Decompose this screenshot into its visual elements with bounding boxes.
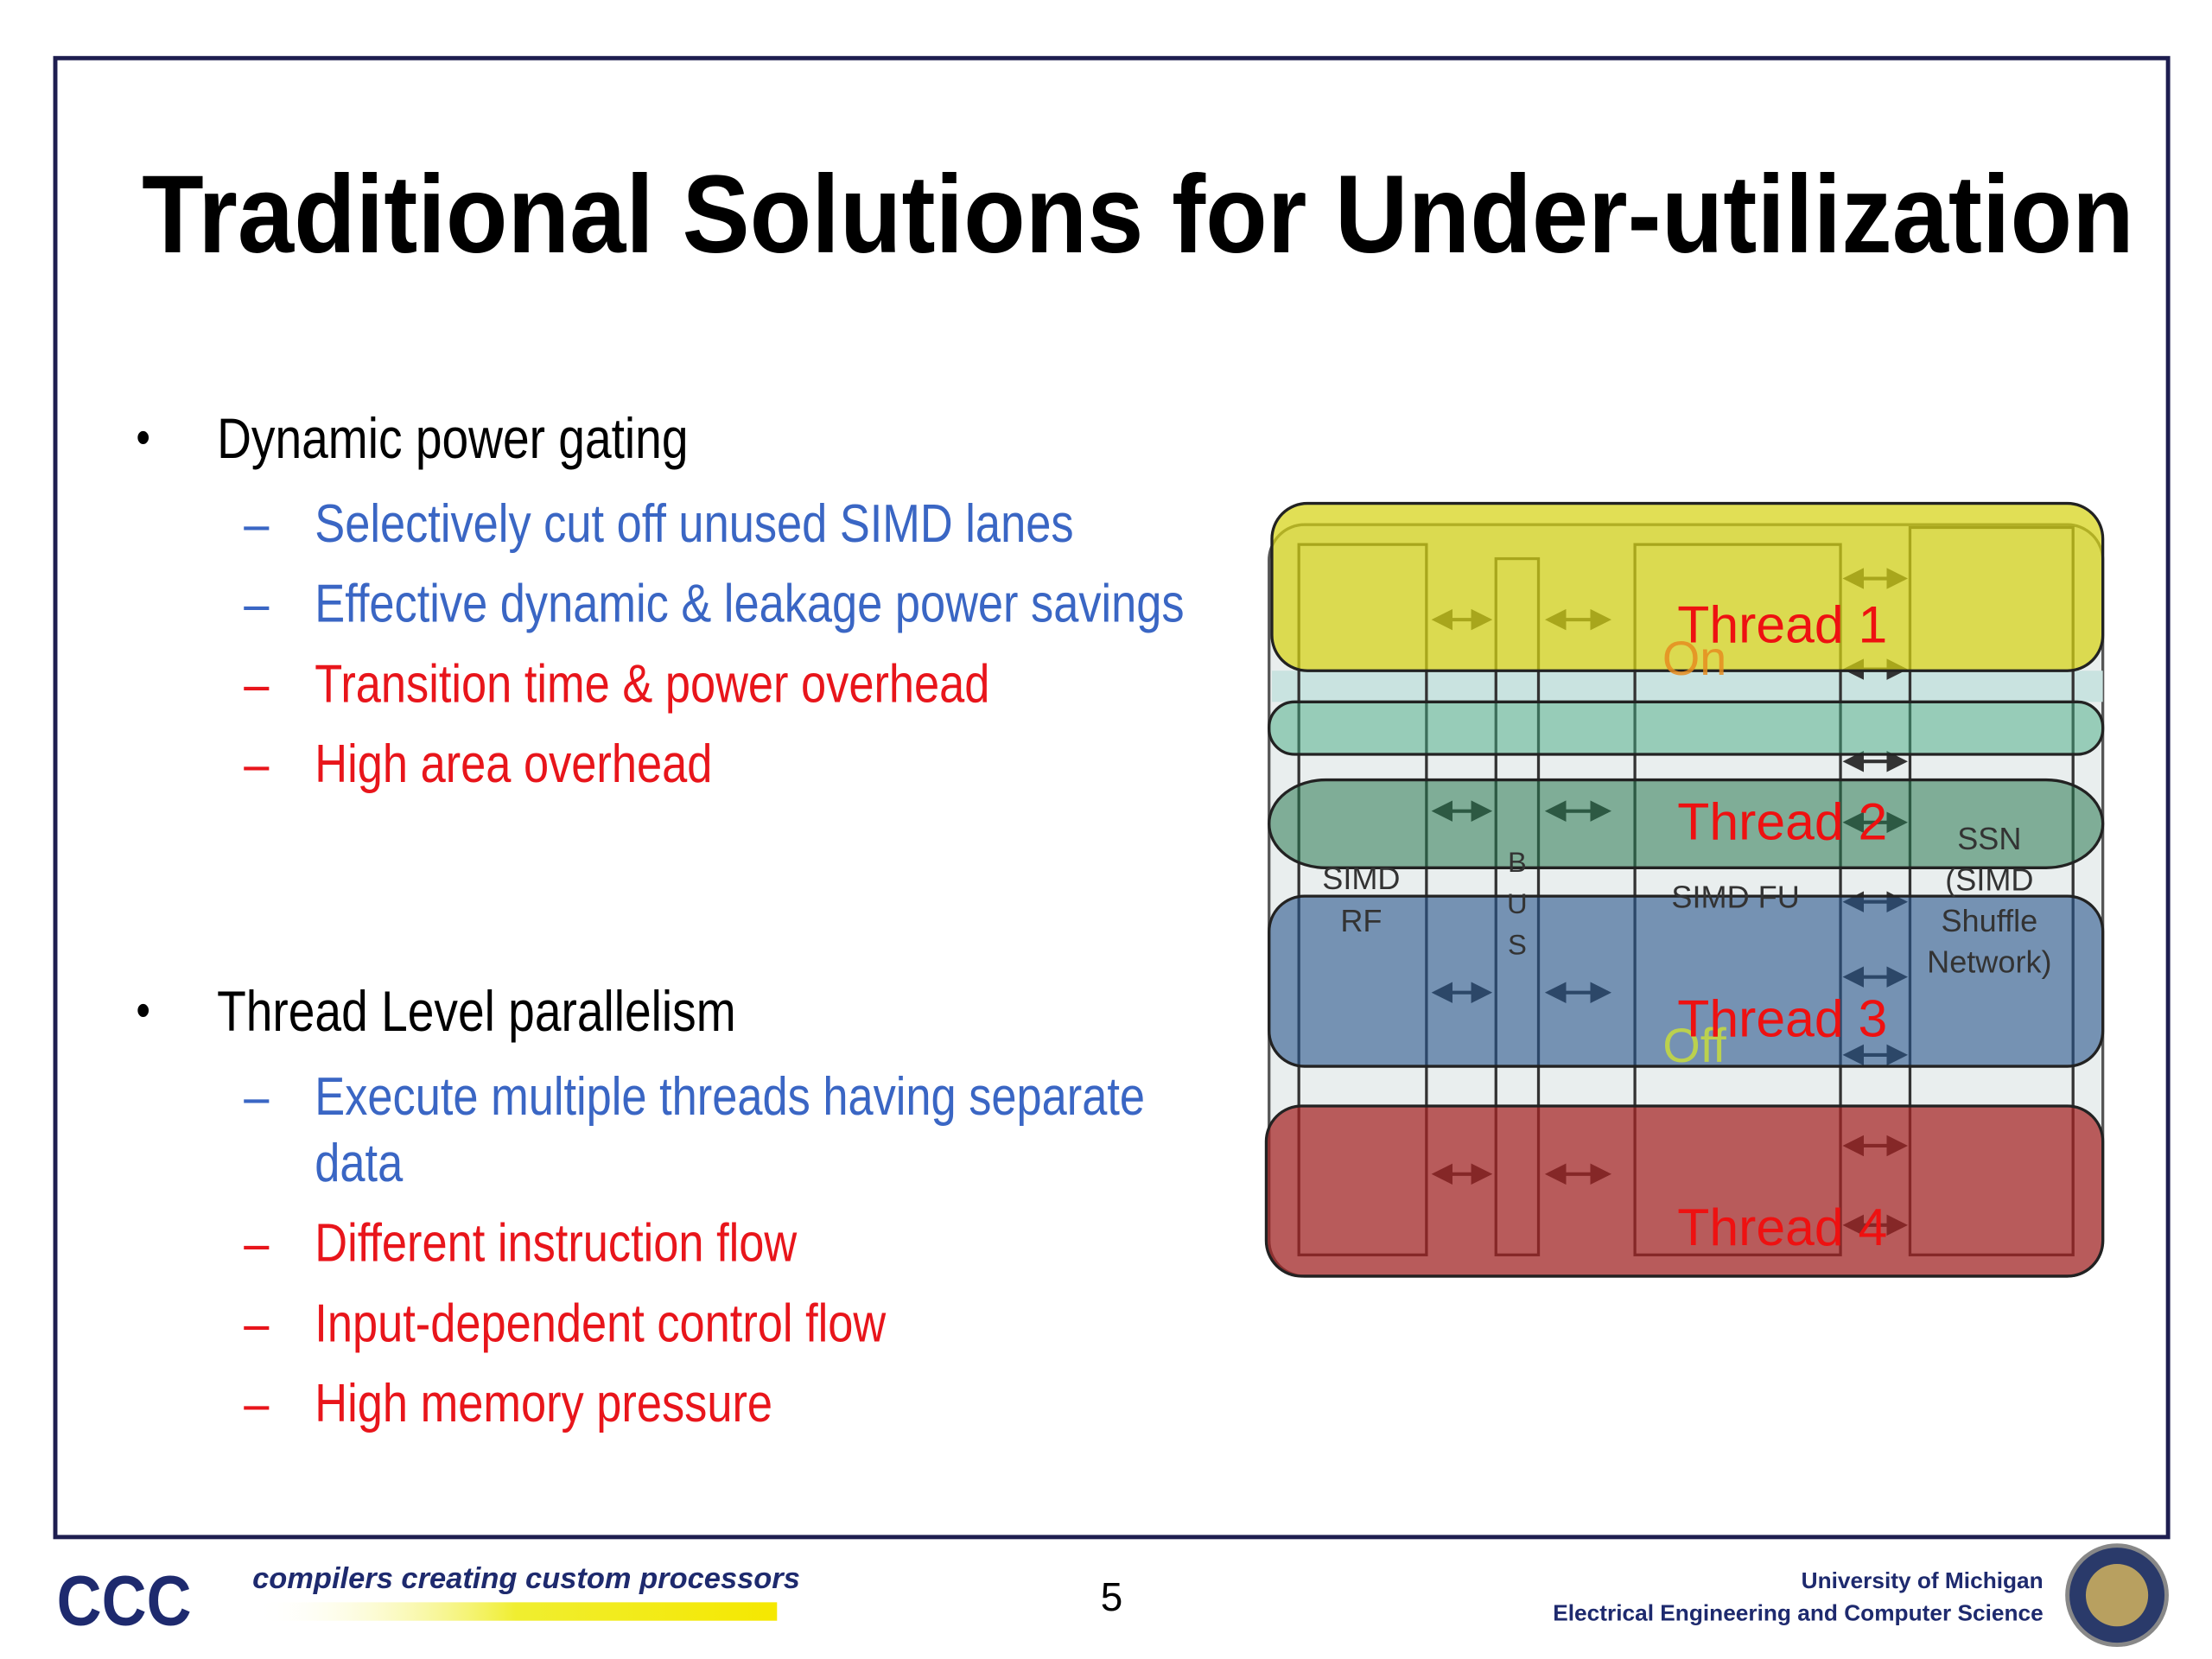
university: University of Michigan xyxy=(1802,1567,2044,1593)
department: Electrical Engineering and Computer Scie… xyxy=(1553,1600,2043,1626)
thread-band xyxy=(1268,894,2105,1068)
ssn-label: SSN xyxy=(1957,821,2021,856)
thread-band xyxy=(1270,501,2105,672)
sub-item: High memory pressure xyxy=(315,1374,772,1433)
rf-label: SIMD xyxy=(1322,861,1400,896)
logo: CCC xyxy=(57,1562,192,1641)
bullet-dot: • xyxy=(137,410,150,464)
sub-item: Effective dynamic & leakage power saving… xyxy=(315,574,1184,633)
thread-band xyxy=(1268,778,2105,869)
diagram xyxy=(1264,501,2105,1278)
off-label: Off xyxy=(1662,1018,1726,1072)
page-number: 5 xyxy=(1101,1574,1123,1619)
thread-label: Thread 4 xyxy=(1677,1198,1887,1256)
sub-item: Input-dependent control flow xyxy=(315,1294,886,1353)
thread-label: Thread 3 xyxy=(1677,989,1887,1048)
ssn-label: Shuffle xyxy=(1941,903,2037,938)
sub-item: Transition time & power overhead xyxy=(315,654,989,714)
sub-dash: – xyxy=(244,1374,269,1433)
ssn-label: Network) xyxy=(1927,944,2051,980)
thread-label: Thread 1 xyxy=(1677,594,1887,653)
ssn-label: (SIMD xyxy=(1945,862,2033,898)
sub-dash: – xyxy=(244,574,269,633)
tagline-bar xyxy=(255,1602,778,1621)
sub-item: Different instruction flow xyxy=(315,1213,797,1273)
sub-dash: – xyxy=(244,1294,269,1353)
sub-dash: – xyxy=(244,494,269,554)
thread-band xyxy=(1268,700,2105,756)
bus-label: S xyxy=(1508,928,1527,960)
on-label: On xyxy=(1662,631,1726,685)
slide-frame xyxy=(53,55,2171,1540)
bullet-text: Thread Level parallelism xyxy=(217,979,736,1043)
thread-band xyxy=(1264,1104,2105,1278)
sub-item: High area overhead xyxy=(315,734,712,794)
sub-dash: – xyxy=(244,1067,269,1127)
sub-item: data xyxy=(315,1134,404,1193)
bullet-dot: • xyxy=(137,982,150,1037)
bullet-list: • Dynamic power gating– Selectively cut of… xyxy=(137,406,1185,1433)
title: Traditional Solutions for Under-utilizat… xyxy=(142,153,2134,276)
bullet-text: Dynamic power gating xyxy=(217,406,688,470)
rf-label: RF xyxy=(1340,903,1382,938)
sub-item: Execute multiple threads having separate xyxy=(315,1067,1145,1127)
sub-dash: – xyxy=(244,734,269,794)
thread-label: Thread 2 xyxy=(1677,791,1887,850)
sub-item: Selectively cut off unused SIMD lanes xyxy=(315,494,1073,554)
seal-center xyxy=(2085,1564,2149,1627)
sub-dash: – xyxy=(244,1213,269,1273)
bus-label: U xyxy=(1507,887,1528,919)
band-gap xyxy=(1272,671,2103,702)
bus-label: B xyxy=(1508,846,1527,878)
fu-label: SIMD FU xyxy=(1671,879,1799,914)
sub-dash: – xyxy=(244,654,269,714)
tagline: compilers creating custom processors xyxy=(252,1562,800,1595)
